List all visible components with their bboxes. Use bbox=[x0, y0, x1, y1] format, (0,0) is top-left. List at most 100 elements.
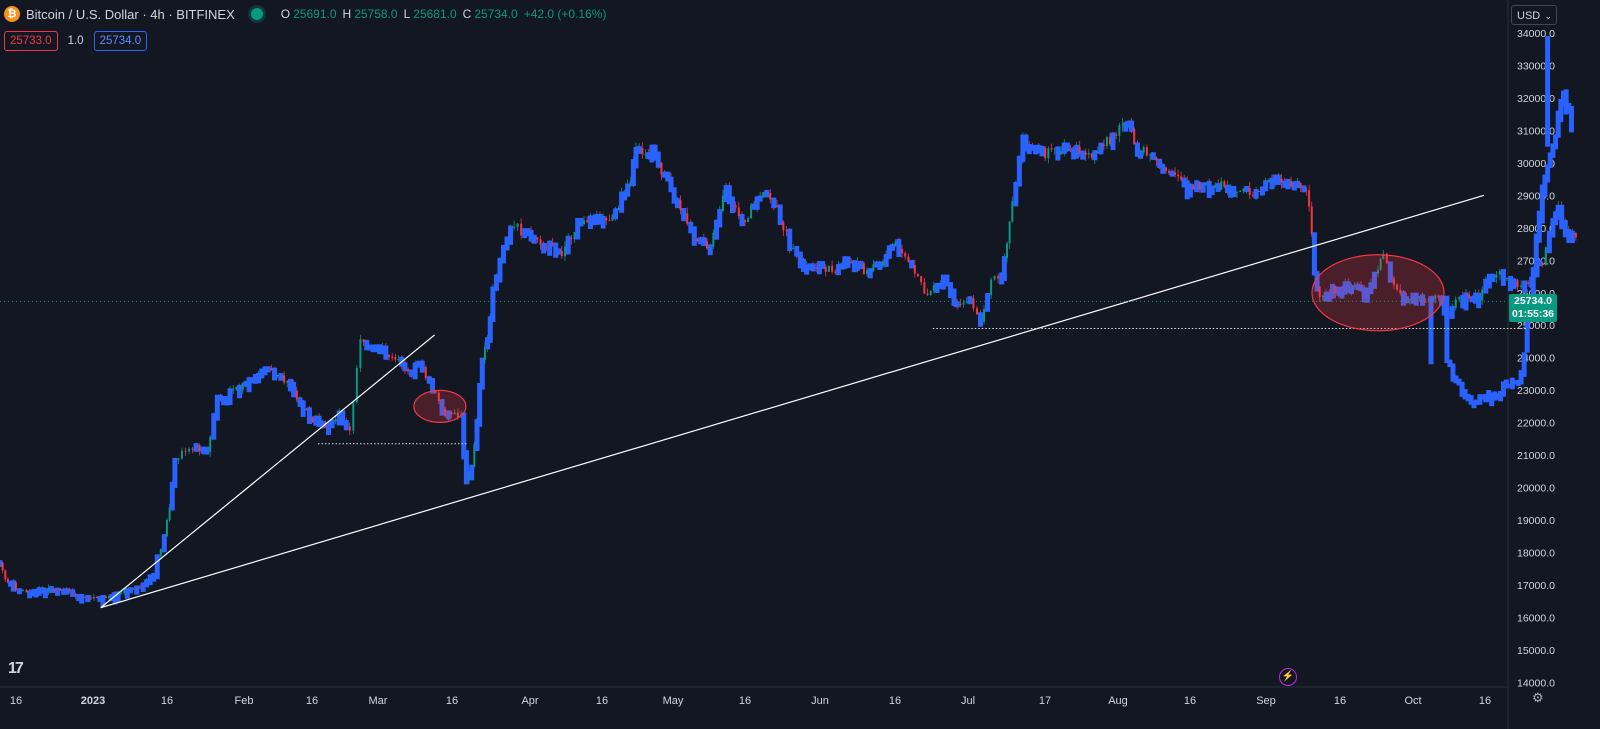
tradingview-logo[interactable]: 17 bbox=[8, 660, 24, 677]
drawings-layer[interactable] bbox=[100, 194, 1527, 609]
chevron-down-icon: ⌄ bbox=[1544, 11, 1552, 21]
blue-bar-overlay bbox=[278, 373, 284, 381]
price-tick-label: 28000.0 bbox=[1517, 223, 1555, 235]
blue-bar-overlay bbox=[816, 261, 822, 275]
candle-body bbox=[923, 282, 926, 294]
candle-body bbox=[1248, 187, 1251, 195]
candle-body bbox=[25, 590, 28, 593]
candle-body bbox=[1149, 154, 1152, 156]
blue-bar-overlay bbox=[668, 176, 674, 193]
candle-body bbox=[132, 588, 135, 590]
blue-bar-overlay bbox=[1469, 296, 1475, 303]
blue-bar-overlay bbox=[76, 593, 82, 602]
candle-body bbox=[68, 590, 71, 592]
blue-bar-overlay bbox=[313, 415, 319, 426]
highlight-ellipse bbox=[413, 389, 467, 424]
time-tick-label: Jun bbox=[811, 695, 829, 707]
blue-bar-overlay bbox=[1326, 291, 1332, 302]
candle-body bbox=[334, 419, 337, 422]
blue-bar-overlay bbox=[1228, 185, 1234, 198]
market-status-icon[interactable] bbox=[250, 8, 263, 20]
blue-bar-overlay bbox=[1361, 287, 1367, 303]
blue-bar-overlay bbox=[541, 242, 547, 254]
candle-body bbox=[617, 207, 620, 211]
candle-body bbox=[1574, 232, 1577, 238]
blue-bar-overlay bbox=[896, 238, 902, 258]
bitcoin-icon: ₿ bbox=[4, 6, 20, 22]
step-bar bbox=[1486, 389, 1492, 403]
currency-selector[interactable]: USD ⌄ bbox=[1511, 5, 1557, 25]
blue-bar-overlay bbox=[39, 587, 45, 594]
candle-body bbox=[560, 250, 563, 257]
step-bar bbox=[1550, 143, 1556, 158]
candle-body bbox=[89, 597, 92, 599]
candle-body bbox=[1516, 280, 1519, 288]
time-tick-label: 16 bbox=[446, 695, 458, 707]
blue-bar-overlay bbox=[985, 292, 991, 312]
low-label: L bbox=[403, 7, 411, 21]
blue-bar-overlay bbox=[804, 264, 810, 275]
candle-body bbox=[1205, 182, 1208, 185]
time-tick-label: 16 bbox=[596, 695, 608, 707]
blue-bar-overlay bbox=[751, 203, 757, 210]
trendline bbox=[100, 194, 1485, 609]
step-bar bbox=[1453, 375, 1459, 384]
blue-bar-overlay bbox=[1371, 271, 1377, 289]
blue-bar-overlay bbox=[855, 261, 861, 271]
candle-body bbox=[762, 192, 765, 198]
lightning-icon[interactable]: ⚡ bbox=[1279, 668, 1297, 686]
candle-body bbox=[1096, 151, 1099, 153]
candle-body bbox=[1334, 285, 1337, 294]
blue-bar-overlay bbox=[665, 171, 671, 182]
currency-label: USD bbox=[1517, 10, 1541, 22]
blue-bar-overlay bbox=[490, 286, 496, 322]
candle-body bbox=[1155, 157, 1158, 161]
symbol-title[interactable]: Bitcoin / U.S. Dollar · 4h · BITFINEX bbox=[26, 6, 235, 22]
candle-body bbox=[1495, 274, 1498, 278]
candle-body bbox=[311, 416, 314, 423]
candle-body bbox=[1299, 182, 1302, 188]
candle-body bbox=[83, 596, 86, 598]
blue-bar-overlay bbox=[487, 316, 493, 343]
blue-bar-overlay bbox=[525, 228, 531, 236]
blue-bar-overlay bbox=[439, 399, 445, 416]
time-axis[interactable]: 16 2023 16 Feb 16 Mar 16 Apr 16 May 16 Jun 16 Jul 17 Au… bbox=[10, 695, 1491, 707]
buy-price-button[interactable]: 25734.0 bbox=[93, 31, 148, 51]
time-tick-label: 16 bbox=[739, 695, 751, 707]
candle-body bbox=[1078, 146, 1081, 154]
blue-bar-overlay bbox=[613, 208, 619, 220]
candle-body bbox=[1047, 148, 1050, 159]
blue-bar-overlay bbox=[147, 574, 153, 586]
blue-bar-overlay bbox=[565, 235, 571, 255]
blue-bar-overlay bbox=[1209, 185, 1215, 196]
blue-bar-overlay bbox=[575, 217, 581, 240]
price-tick-label: 21000.0 bbox=[1517, 450, 1555, 462]
candle-body bbox=[232, 389, 235, 391]
candle-body bbox=[95, 597, 98, 599]
price-tick-label: 15000.0 bbox=[1517, 645, 1555, 657]
blue-bar-overlay bbox=[461, 412, 467, 460]
sell-price-button[interactable]: 25733.0 bbox=[4, 31, 58, 51]
blue-bar-overlay bbox=[1269, 177, 1275, 190]
settings-icon[interactable]: ⚙ bbox=[1532, 690, 1544, 705]
candle-body bbox=[744, 220, 747, 222]
candle-body bbox=[388, 354, 391, 357]
blue-bar-overlay bbox=[1473, 292, 1479, 304]
candle-body bbox=[1108, 137, 1111, 145]
blue-bar-overlay bbox=[839, 263, 845, 270]
blue-bar-overlay bbox=[383, 345, 389, 360]
time-tick-label: Feb bbox=[235, 695, 254, 707]
candle-body bbox=[1541, 262, 1544, 265]
candle-body bbox=[1448, 313, 1451, 316]
candle-body bbox=[866, 270, 869, 274]
symbol-legend[interactable]: ₿ Bitcoin / U.S. Dollar · 4h · BITFINEX … bbox=[4, 6, 609, 22]
candle-body bbox=[1053, 148, 1056, 150]
blue-bar-overlay bbox=[319, 420, 325, 429]
candle-body bbox=[962, 302, 965, 305]
blue-bar-overlay bbox=[909, 259, 915, 269]
blue-bar-overlay bbox=[1441, 295, 1447, 316]
candle-body bbox=[959, 303, 962, 305]
candle-body bbox=[1165, 167, 1167, 171]
blue-bar-overlay bbox=[211, 413, 217, 440]
